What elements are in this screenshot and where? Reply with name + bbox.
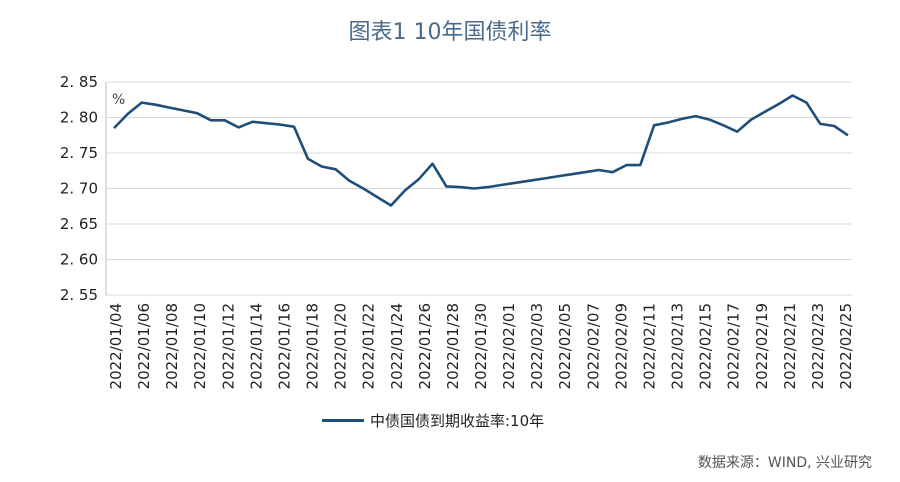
series-line-10y-yield (113, 94, 849, 207)
x-tick-label: 2022/01/22 (360, 303, 378, 389)
y-tick-label: 2. 55 (60, 286, 98, 304)
y-unit-label: % (112, 92, 126, 108)
x-tick-label: 2022/01/18 (304, 303, 322, 389)
x-tick-label: 2022/02/03 (528, 303, 546, 389)
x-tick-label: 2022/01/08 (163, 303, 181, 389)
x-tick-label: 2022/01/16 (275, 303, 293, 389)
x-tick-label: 2022/02/23 (809, 303, 827, 389)
y-tick-label: 2. 70 (60, 180, 98, 198)
y-tick-label: 2. 65 (60, 215, 98, 233)
source-note: 数据来源：WIND, 兴业研究 (697, 455, 872, 471)
grid-lines (105, 81, 852, 296)
y-tick-label: 2. 85 (60, 73, 98, 91)
x-tick-label: 2022/01/26 (416, 303, 434, 389)
x-tick-label: 2022/01/10 (191, 303, 209, 389)
x-tick-label: 2022/02/13 (669, 303, 687, 389)
x-tick-label: 2022/02/17 (725, 303, 743, 389)
x-tick-label: 2022/02/07 (584, 303, 602, 389)
x-tick-label: 2022/01/14 (247, 303, 265, 389)
legend-label: 中债国债到期收益率:10年 (370, 412, 545, 430)
x-tick-label: 2022/02/11 (640, 303, 658, 389)
x-tick-label: 2022/01/12 (219, 303, 237, 389)
y-tick-label: 2. 80 (60, 109, 98, 127)
x-tick-label: 2022/01/20 (332, 303, 350, 389)
x-tick-label: 2022/02/21 (781, 303, 799, 389)
x-tick-label: 2022/01/28 (444, 303, 462, 389)
x-tick-label: 2022/02/05 (556, 303, 574, 389)
y-axis-ticks: 2. 55 2. 60 2. 65 2. 70 2. 75 2. 80 2. 85 (60, 73, 98, 304)
x-tick-label: 2022/01/06 (135, 303, 153, 389)
x-tick-label: 2022/02/01 (500, 303, 518, 389)
legend-swatch (322, 419, 364, 422)
x-tick-label: 2022/01/24 (388, 303, 406, 389)
x-tick-label: 2022/02/09 (612, 303, 630, 389)
x-tick-label: 2022/02/19 (753, 303, 771, 389)
y-tick-label: 2. 75 (60, 144, 98, 162)
chart-title: 图表1 10年国债利率 (348, 20, 552, 45)
x-tick-label: 2022/01/04 (107, 303, 125, 389)
x-axis-ticks: 2022/01/04 2022/01/06 2022/01/08 2022/01/10… (107, 303, 855, 389)
x-tick-label: 2022/01/30 (472, 303, 490, 389)
y-tick-label: 2. 60 (60, 251, 98, 269)
x-tick-label: 2022/02/25 (837, 303, 855, 389)
legend: 中债国债到期收益率:10年 (322, 410, 544, 431)
x-tick-label: 2022/02/15 (697, 303, 715, 389)
